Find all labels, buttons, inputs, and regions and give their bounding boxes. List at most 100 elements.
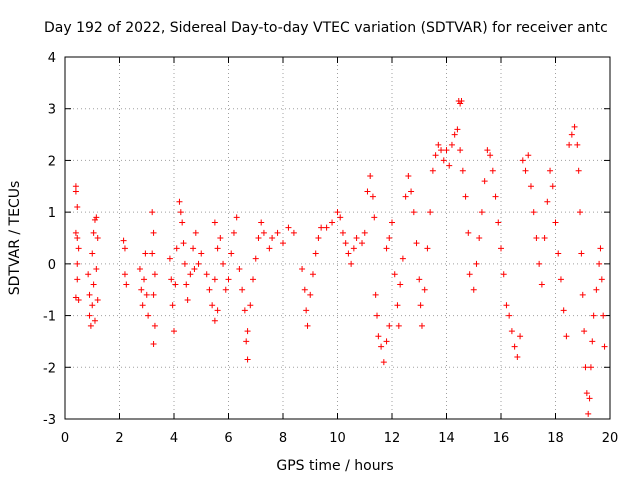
data-point — [350, 245, 357, 252]
data-point — [466, 271, 473, 278]
data-point — [581, 328, 588, 335]
data-point — [586, 395, 593, 402]
data-point — [309, 271, 316, 278]
data-point — [418, 322, 425, 329]
data-point — [86, 291, 93, 298]
data-point — [503, 302, 510, 309]
data-point — [74, 235, 81, 241]
data-point — [307, 291, 314, 298]
data-point — [587, 364, 594, 371]
y-tick-label: 2 — [48, 154, 56, 169]
data-point — [72, 294, 79, 301]
y-tick-label: -2 — [43, 361, 56, 376]
data-point — [179, 219, 186, 226]
data-point — [136, 266, 143, 273]
data-point — [145, 312, 152, 319]
data-point — [374, 312, 381, 319]
data-point — [555, 250, 562, 257]
data-point — [141, 276, 148, 283]
data-point — [191, 266, 198, 273]
data-point — [454, 126, 461, 133]
data-point — [552, 219, 559, 226]
y-tick-label: 4 — [48, 51, 56, 66]
data-point — [217, 235, 224, 241]
data-point — [478, 209, 485, 216]
data-point — [405, 172, 412, 179]
data-point — [395, 322, 402, 329]
data-point — [435, 141, 442, 148]
data-point — [369, 193, 376, 200]
x-axis-label: GPS time / hours — [276, 458, 393, 474]
data-point — [228, 250, 235, 257]
data-point — [589, 338, 596, 345]
data-point — [470, 286, 477, 293]
data-point — [203, 271, 210, 278]
data-point — [143, 291, 150, 298]
data-point — [583, 390, 590, 397]
data-point — [138, 286, 145, 293]
data-point — [484, 147, 491, 154]
data-point — [541, 235, 548, 241]
data-point — [86, 312, 93, 319]
data-point — [142, 250, 149, 257]
data-point — [87, 322, 94, 329]
data-point — [579, 291, 586, 298]
data-point — [383, 338, 390, 345]
data-point — [318, 224, 325, 231]
data-point — [230, 229, 237, 236]
data-point — [530, 209, 537, 216]
data-point — [348, 260, 355, 267]
data-point — [519, 157, 526, 164]
data-point — [72, 183, 79, 190]
data-point — [399, 255, 406, 262]
data-point — [481, 178, 488, 185]
data-point — [549, 183, 556, 190]
data-point — [353, 235, 360, 241]
data-point — [600, 312, 607, 319]
data-point — [596, 260, 603, 267]
data-point — [593, 286, 600, 293]
data-point — [121, 245, 128, 252]
data-point — [150, 341, 157, 348]
data-point — [372, 291, 379, 298]
data-point — [176, 198, 183, 205]
data-point — [244, 328, 251, 335]
data-point — [476, 235, 483, 241]
data-point — [180, 240, 187, 247]
data-points — [72, 97, 608, 417]
data-point — [386, 322, 393, 329]
data-point — [375, 333, 382, 340]
y-tick-label: 3 — [48, 103, 56, 118]
data-point — [172, 281, 179, 288]
data-point — [312, 250, 319, 257]
data-point — [269, 235, 276, 241]
data-point — [214, 245, 221, 252]
data-point — [514, 353, 521, 360]
data-point — [244, 356, 251, 363]
data-point — [239, 286, 246, 293]
data-point — [169, 302, 176, 309]
data-point — [465, 229, 472, 236]
data-point — [323, 224, 330, 231]
data-point — [489, 167, 496, 174]
data-point — [443, 147, 450, 154]
data-point — [575, 167, 582, 174]
data-point — [413, 240, 420, 247]
data-point — [214, 307, 221, 314]
data-point — [260, 229, 267, 236]
data-point — [511, 343, 518, 350]
data-point — [462, 193, 469, 200]
data-point — [334, 209, 341, 216]
data-point — [473, 260, 480, 267]
data-point — [566, 141, 573, 148]
data-point — [209, 302, 216, 309]
data-point — [367, 172, 374, 179]
data-point — [578, 250, 585, 257]
data-point — [258, 219, 265, 226]
data-point — [440, 157, 447, 164]
y-tick-label: 1 — [48, 206, 56, 221]
data-point — [211, 317, 218, 324]
data-point — [378, 343, 385, 350]
